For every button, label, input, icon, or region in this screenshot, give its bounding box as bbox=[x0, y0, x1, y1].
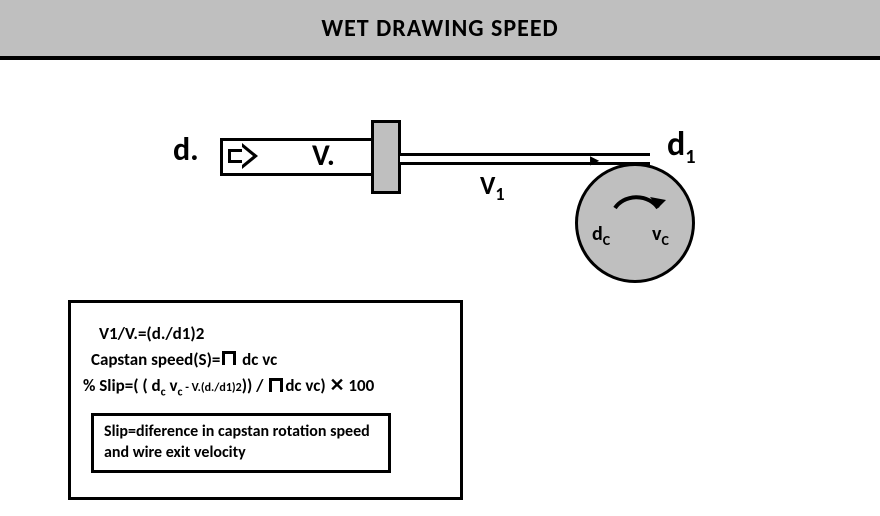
f3d: )) / bbox=[242, 375, 268, 396]
formula-line-2-left: Capstan speed(S)= bbox=[91, 349, 220, 370]
f3a: % Slip=( ( d bbox=[83, 375, 161, 396]
diagram-canvas: d. V. ▶ V1 d1 dC vC V1/V.=(d./d1)2 Capst… bbox=[0, 60, 880, 516]
slip-definition-box: Slip=diference in capstan rotation speed… bbox=[91, 413, 391, 473]
label-dc-prefix: d bbox=[592, 222, 603, 246]
label-vc: vC bbox=[652, 222, 669, 249]
formula-box: V1/V.=(d./d1)2 Capstan speed(S)= dc vc %… bbox=[68, 300, 463, 500]
label-d1: d1 bbox=[667, 124, 696, 169]
inlet-arrow-icon bbox=[228, 145, 256, 167]
title-bar: WET DRAWING SPEED bbox=[0, 0, 880, 56]
label-dc: dC bbox=[592, 222, 610, 249]
formula-line-2-right: dc vc bbox=[238, 349, 277, 370]
label-v1-sub: 1 bbox=[495, 183, 504, 205]
pi-icon bbox=[222, 351, 236, 365]
formula-line-1: V1/V.=(d./d1)2 bbox=[91, 321, 446, 347]
label-v1-prefix: V bbox=[480, 169, 495, 201]
f3f: 100 bbox=[345, 375, 375, 396]
f3b: v bbox=[166, 375, 178, 396]
drawing-die bbox=[371, 120, 401, 194]
f3c: - V.(d./d1)2 bbox=[183, 381, 242, 395]
formula-line-3: % Slip=( ( dc vc - V.(d./d1)2)) / dc vc)… bbox=[83, 372, 446, 401]
label-d-dot: d. bbox=[173, 130, 199, 169]
formula-line-2: Capstan speed(S)= dc vc bbox=[91, 347, 446, 373]
label-vc-sub: C bbox=[661, 232, 668, 249]
f3e: dc vc) bbox=[285, 375, 329, 396]
label-dc-sub: C bbox=[603, 232, 610, 249]
label-d1-prefix: d bbox=[667, 124, 685, 165]
label-d1-sub: 1 bbox=[685, 145, 695, 169]
pi-icon-2 bbox=[269, 378, 283, 392]
outlet-wire bbox=[400, 153, 650, 165]
times-icon: ✕ bbox=[329, 375, 344, 395]
label-v1: V1 bbox=[480, 169, 505, 205]
outlet-arrow-icon: ▶ bbox=[590, 153, 599, 168]
page-title: WET DRAWING SPEED bbox=[321, 14, 558, 43]
label-v-dot: V. bbox=[312, 137, 335, 174]
